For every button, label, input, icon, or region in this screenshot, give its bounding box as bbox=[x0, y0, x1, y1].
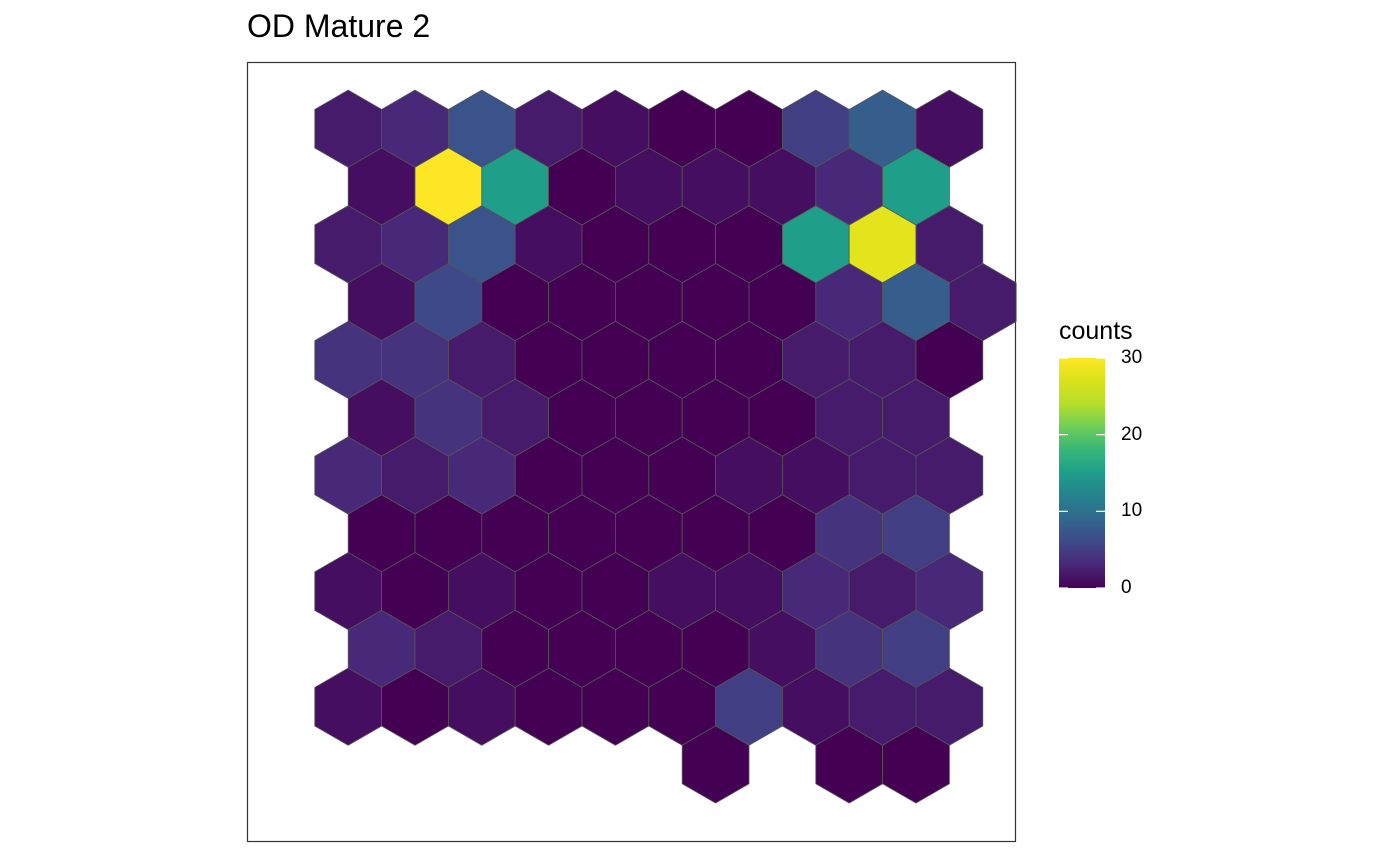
legend-tick-label: 10 bbox=[1121, 500, 1143, 522]
chart-title: OD Mature 2 bbox=[247, 8, 431, 44]
legend-tick-label: 20 bbox=[1121, 423, 1143, 445]
legend-colorbar bbox=[1059, 357, 1105, 589]
legend-colorbar-bar bbox=[1059, 358, 1105, 588]
hex-layer bbox=[314, 89, 1017, 804]
legend-tick-label: 30 bbox=[1121, 347, 1143, 368]
legend-tick-label: 0 bbox=[1121, 577, 1132, 598]
hex-bin bbox=[681, 725, 750, 804]
hex-bin bbox=[882, 725, 950, 804]
legend-title: counts bbox=[1059, 317, 1133, 345]
